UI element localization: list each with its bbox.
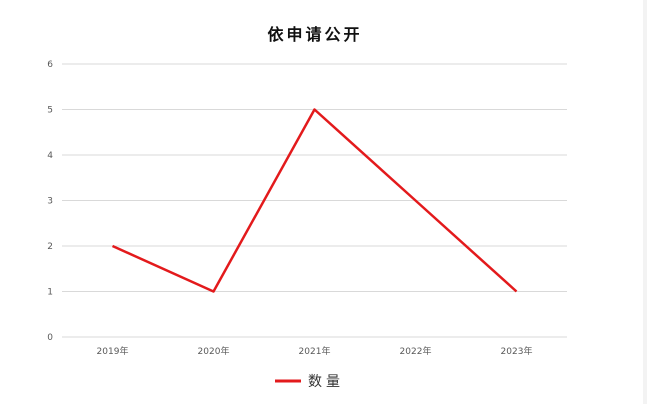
y-tick-label: 5 (47, 106, 53, 116)
y-tick-label: 4 (47, 151, 53, 161)
x-tick-label: 2019年 (97, 345, 129, 357)
x-tick-label: 2020年 (198, 345, 230, 357)
x-tick-label: 2022年 (400, 345, 432, 357)
y-tick-label: 3 (47, 197, 53, 207)
x-tick-label: 2023年 (501, 345, 533, 357)
y-tick-label: 1 (47, 288, 53, 298)
window-edge (643, 0, 647, 404)
y-tick-label: 6 (47, 60, 53, 70)
y-tick-label: 2 (47, 242, 53, 252)
y-tick-label: 0 (47, 333, 53, 343)
legend-label: 数量 (308, 374, 344, 390)
x-tick-label: 2021年 (299, 345, 331, 357)
chart-title: 依申请公开 (267, 25, 362, 44)
